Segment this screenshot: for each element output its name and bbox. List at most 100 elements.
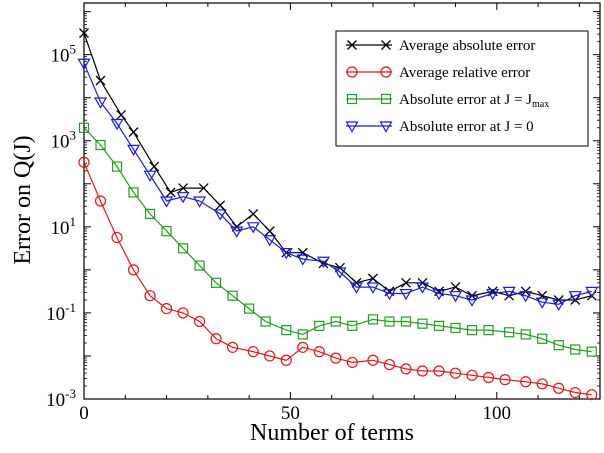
legend-marker <box>347 40 357 50</box>
absolute-error-jmax-point <box>450 322 461 334</box>
average-relative-error-point <box>227 341 239 353</box>
average-absolute-error-point <box>215 200 226 211</box>
absolute-error-j0-point <box>333 267 347 279</box>
absolute-error-j0-point <box>552 299 566 312</box>
absolute-error-j0-point <box>399 288 413 301</box>
y-axis-label: Error on Q(J) <box>10 135 36 264</box>
average-absolute-error-point <box>450 282 461 293</box>
average-relative-error-point <box>160 303 173 315</box>
absolute-error-j0-point <box>316 256 330 268</box>
average-absolute-error-point <box>149 161 160 172</box>
average-relative-error-point <box>586 389 598 401</box>
absolute-error-jmax-point <box>384 316 395 327</box>
absolute-error-jmax-point <box>281 325 292 336</box>
legend-marker <box>346 66 358 78</box>
absolute-error-jmax-point <box>144 208 156 220</box>
y-tick-label: 101 <box>51 214 77 239</box>
average-relative-error-point <box>482 371 495 384</box>
absolute-error-jmax-point <box>400 316 412 327</box>
average-relative-error-line <box>83 162 592 396</box>
average-absolute-error-point <box>537 290 548 301</box>
average-relative-error-point <box>416 365 429 377</box>
average-relative-error-point <box>330 352 342 364</box>
y-tick-label: 10-3 <box>46 386 76 411</box>
absolute-error-j0-point <box>110 118 124 131</box>
absolute-error-j0-point <box>415 282 430 294</box>
absolute-error-j0-point <box>568 291 582 303</box>
legend-label: Absolute error at J = Jmax <box>399 92 549 110</box>
absolute-error-jmax-point <box>210 277 222 288</box>
average-relative-error-point <box>193 315 206 328</box>
absolute-error-jmax-point <box>520 329 531 340</box>
average-relative-error-point <box>383 358 396 371</box>
legend-label: Average absolute error <box>399 38 535 54</box>
x-tick-label: 100 <box>483 403 512 424</box>
average-absolute-error-point <box>401 277 411 288</box>
absolute-error-j0-point <box>279 248 293 260</box>
absolute-error-j0-point <box>263 235 277 247</box>
series-group <box>77 28 599 401</box>
average-relative-error-point <box>264 350 276 362</box>
absolute-error-jmax-point <box>314 320 325 331</box>
legend-label: Average relative error <box>399 65 530 81</box>
legend-box <box>335 30 589 147</box>
absolute-error-jmax-point <box>111 161 123 172</box>
absolute-error-jmax-line <box>83 127 592 353</box>
legend-marker <box>345 121 359 133</box>
absolute-error-jmax-point <box>417 318 428 329</box>
average-absolute-error-point <box>116 109 127 120</box>
absolute-error-j0-point <box>382 288 397 301</box>
legend-marker <box>380 66 392 78</box>
average-relative-error-point <box>433 365 445 377</box>
x-tick-label: 0 <box>79 403 89 424</box>
average-relative-error-point <box>94 195 107 207</box>
average-absolute-error-point <box>198 183 209 194</box>
average-relative-error-point <box>280 354 292 366</box>
absolute-error-jmax-point <box>504 327 515 338</box>
absolute-error-j0-point <box>465 295 479 307</box>
absolute-error-j0-point <box>213 209 227 221</box>
absolute-error-j0-point <box>432 288 446 301</box>
y-tick-label: 103 <box>51 128 77 153</box>
average-relative-error-point <box>177 307 189 319</box>
x-axis-label: Number of terms <box>250 420 414 446</box>
average-relative-error-point <box>78 156 90 168</box>
absolute-error-j0-line <box>83 63 592 305</box>
absolute-error-j0-point <box>246 222 260 234</box>
absolute-error-jmax-point <box>553 340 564 351</box>
legend-label: Absolute error at J = 0 <box>399 119 534 135</box>
average-relative-error-point <box>313 346 325 358</box>
average-relative-error-point <box>466 369 478 381</box>
absolute-error-jmax-point <box>244 303 255 314</box>
absolute-error-jmax-point <box>537 333 548 344</box>
absolute-error-j0-point <box>160 196 174 208</box>
absolute-error-jmax-point <box>367 314 379 325</box>
absolute-error-jmax-point <box>466 325 478 336</box>
average-relative-error-point <box>536 378 548 390</box>
y-tick-label: 10-1 <box>46 300 76 325</box>
average-absolute-error-point <box>79 28 89 39</box>
average-relative-error-point <box>449 367 462 379</box>
absolute-error-j0-point <box>77 58 91 70</box>
absolute-error-jmax-point <box>570 344 581 355</box>
absolute-error-j0-point <box>93 97 108 109</box>
legend-marker <box>379 121 393 133</box>
y-tick-label: 105 <box>51 42 77 67</box>
x-tick-label: 50 <box>281 403 300 424</box>
average-absolute-error-point <box>128 127 139 138</box>
average-relative-error-point <box>367 354 379 366</box>
average-relative-error-point <box>569 386 581 399</box>
average-relative-error-point <box>127 264 140 276</box>
absolute-error-j0-point <box>486 288 500 301</box>
absolute-error-j0-point <box>230 226 244 238</box>
absolute-error-j0-point <box>143 170 157 182</box>
absolute-error-jmax-point <box>177 243 189 254</box>
absolute-error-jmax-point <box>347 320 358 331</box>
average-relative-error-point <box>553 382 565 394</box>
legend-marker <box>346 93 358 105</box>
average-absolute-error-point <box>264 226 275 237</box>
legend-marker <box>380 93 392 105</box>
average-relative-error-point <box>247 346 259 358</box>
